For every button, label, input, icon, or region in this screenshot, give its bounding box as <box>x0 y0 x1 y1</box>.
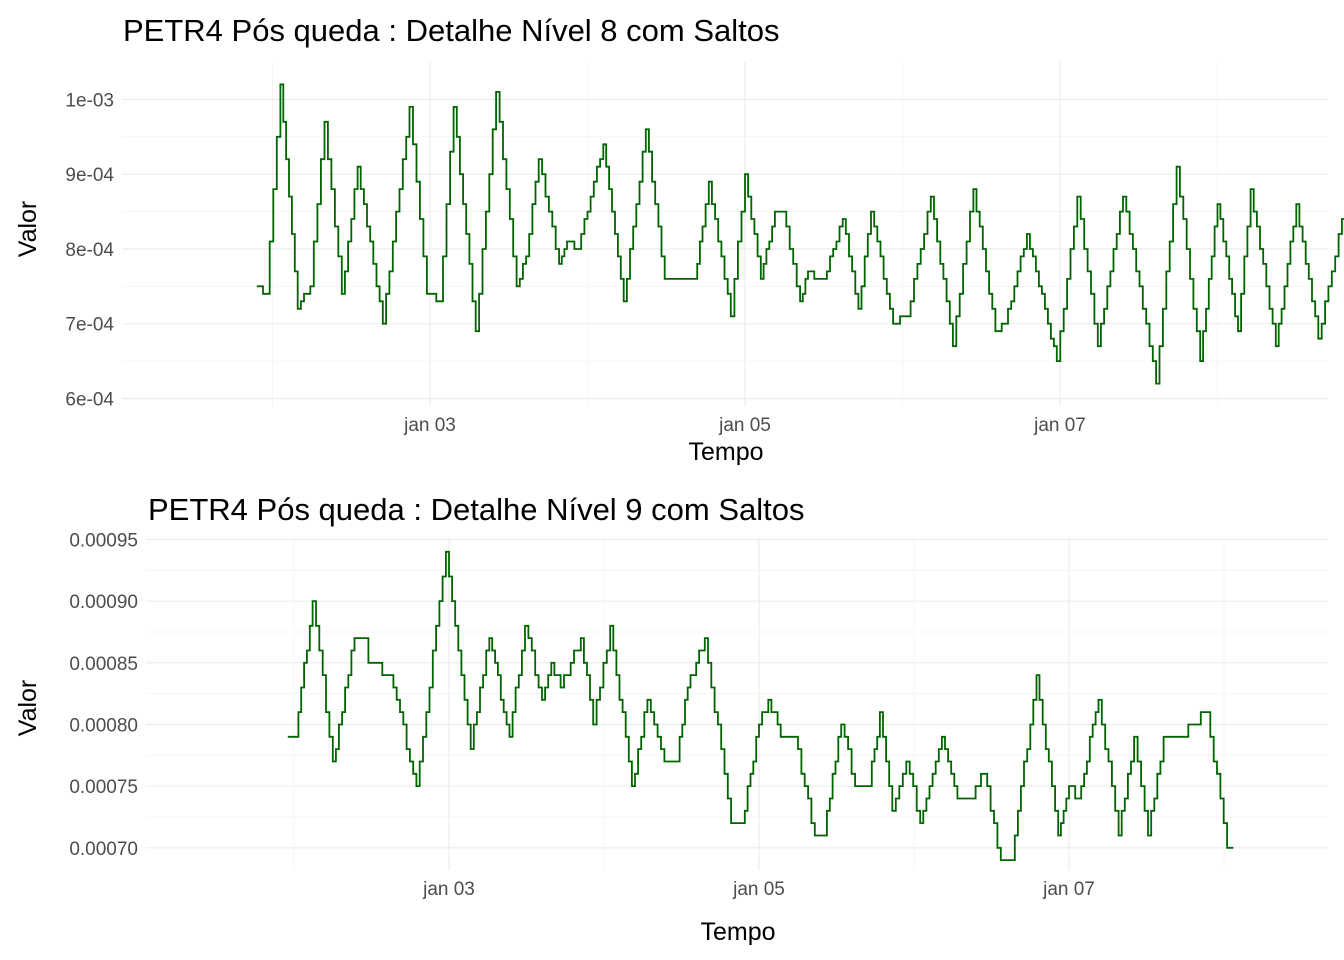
chart-title: PETR4 Pós queda : Detalhe Nível 8 com Sa… <box>123 13 780 48</box>
series-line <box>287 550 1234 861</box>
y-tick-label: 0.00095 <box>69 530 138 551</box>
x-tick-label: jan 05 <box>732 879 785 900</box>
data-series <box>256 83 1344 385</box>
y-axis-title: Valor <box>14 201 42 258</box>
x-tick-label: jan 05 <box>718 415 771 436</box>
y-tick-label: 7e-04 <box>65 315 114 336</box>
chart-panel-level-8: PETR4 Pós queda : Detalhe Nível 8 com Sa… <box>14 13 1344 466</box>
x-tick-label: jan 07 <box>1033 415 1086 436</box>
y-tick-label: 6e-04 <box>65 390 114 411</box>
y-tick-label: 0.00080 <box>69 715 138 736</box>
x-axis-title: Tempo <box>688 438 763 466</box>
series-line <box>256 83 1344 385</box>
y-tick-label: 0.00090 <box>69 592 138 613</box>
x-axis-title: Tempo <box>700 918 775 946</box>
data-series <box>287 550 1234 861</box>
x-axis: jan 03 jan 05 jan 07 <box>422 879 1095 900</box>
x-tick-label: jan 03 <box>403 415 456 436</box>
y-tick-label: 0.00085 <box>69 654 138 675</box>
x-axis: jan 03 jan 05 jan 07 <box>403 415 1086 436</box>
y-axis: 6e-04 7e-04 8e-04 9e-04 1e-03 <box>65 90 114 410</box>
y-axis: 0.00070 0.00075 0.00080 0.00085 0.00090 0.000… <box>69 530 138 859</box>
y-tick-label: 0.00075 <box>69 777 138 798</box>
x-tick-label: jan 03 <box>422 879 475 900</box>
gridlines <box>122 62 1328 406</box>
y-tick-label: 1e-03 <box>65 90 114 111</box>
y-tick-label: 9e-04 <box>65 165 114 186</box>
x-tick-label: jan 07 <box>1042 879 1095 900</box>
chart-title: PETR4 Pós queda : Detalhe Nível 9 com Sa… <box>148 492 805 527</box>
y-tick-label: 0.00070 <box>69 839 138 860</box>
chart-panel-level-9: PETR4 Pós queda : Detalhe Nível 9 com Sa… <box>14 492 1328 946</box>
y-tick-label: 8e-04 <box>65 240 114 261</box>
y-axis-title: Valor <box>14 680 42 737</box>
